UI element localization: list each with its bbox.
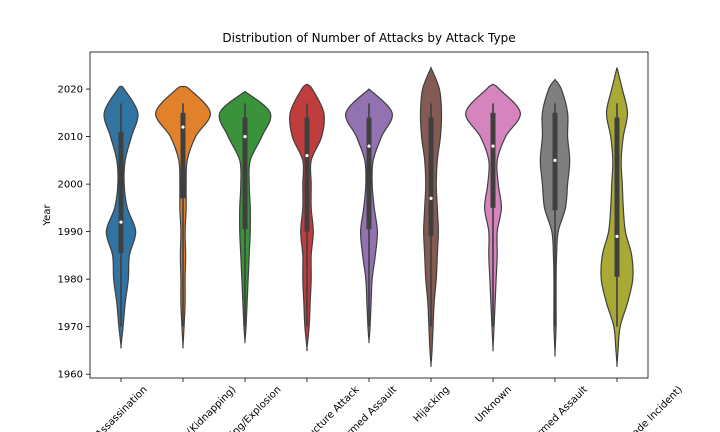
quartile-box	[490, 112, 496, 208]
median-dot	[491, 144, 495, 148]
quartile-box	[118, 131, 124, 254]
y-tick-label: 1960	[58, 370, 83, 381]
median-dot	[119, 220, 123, 224]
y-tick-label: 1980	[58, 275, 83, 286]
quartile-box	[180, 112, 186, 199]
median-dot	[305, 153, 309, 158]
chart-title: Distribution of Number of Attacks by Att…	[222, 31, 515, 45]
y-tick-label: 2020	[58, 85, 83, 96]
y-axis-label: Year	[42, 204, 53, 227]
y-tick-label: 1990	[58, 227, 83, 238]
median-dot	[429, 196, 433, 200]
y-tick-label: 2000	[58, 180, 83, 191]
median-dot	[615, 234, 619, 238]
quartile-box	[366, 117, 372, 230]
y-tick-label: 2010	[58, 132, 83, 143]
quartile-box	[242, 117, 248, 230]
y-tick-label: 1970	[58, 322, 83, 333]
quartile-box	[428, 117, 434, 237]
median-dot	[181, 125, 185, 129]
median-dot	[243, 134, 247, 139]
quartile-box	[614, 117, 620, 277]
plot-area	[103, 66, 634, 368]
quartile-box	[304, 117, 310, 232]
median-dot	[367, 144, 371, 148]
median-dot	[553, 158, 557, 162]
